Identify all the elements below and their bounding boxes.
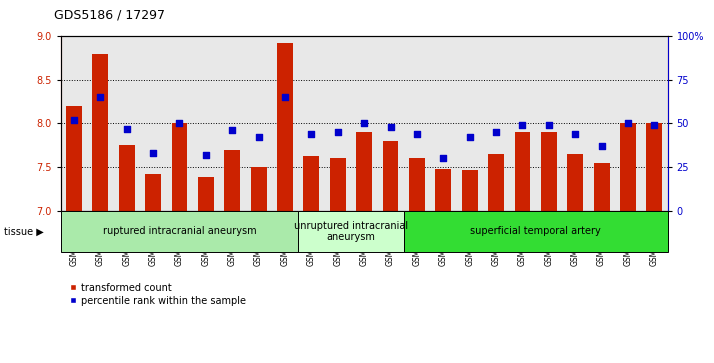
Text: unruptured intracranial
aneurysm: unruptured intracranial aneurysm <box>294 221 408 242</box>
Bar <box>330 158 346 211</box>
Bar <box>646 123 663 211</box>
Bar <box>541 132 557 211</box>
Point <box>94 94 106 100</box>
Text: ruptured intracranial aneurysm: ruptured intracranial aneurysm <box>103 227 256 236</box>
Bar <box>436 169 451 211</box>
Text: superficial temporal artery: superficial temporal artery <box>471 227 601 236</box>
Bar <box>594 163 610 211</box>
Point <box>279 94 291 100</box>
Legend: transformed count, percentile rank within the sample: transformed count, percentile rank withi… <box>66 279 250 310</box>
Bar <box>171 123 187 211</box>
Bar <box>620 123 636 211</box>
Point <box>570 131 581 137</box>
Text: GDS5186 / 17297: GDS5186 / 17297 <box>54 9 164 22</box>
Bar <box>277 43 293 211</box>
Point <box>385 124 396 130</box>
Bar <box>145 174 161 211</box>
Bar <box>462 171 478 211</box>
Bar <box>66 106 82 211</box>
Point <box>147 150 159 156</box>
Point <box>464 134 476 140</box>
Point <box>358 121 370 126</box>
Point <box>438 155 449 161</box>
Point <box>121 126 132 131</box>
Bar <box>198 178 213 211</box>
Bar <box>119 145 134 211</box>
Point <box>596 143 608 149</box>
Point <box>174 121 185 126</box>
Point <box>491 129 502 135</box>
Bar <box>356 132 372 211</box>
Point <box>517 122 528 128</box>
Point <box>623 121 634 126</box>
Point <box>68 117 79 123</box>
Point <box>332 129 343 135</box>
Bar <box>488 154 504 211</box>
Bar <box>568 154 583 211</box>
Bar <box>383 141 398 211</box>
Point <box>649 122 660 128</box>
Bar <box>515 132 531 211</box>
Text: tissue ▶: tissue ▶ <box>4 227 44 236</box>
Bar <box>251 167 266 211</box>
Bar <box>224 150 240 211</box>
Point <box>543 122 555 128</box>
Point <box>411 131 423 137</box>
Bar <box>92 54 109 211</box>
Bar <box>409 158 425 211</box>
Bar <box>303 156 319 211</box>
Point <box>306 131 317 137</box>
Point <box>200 152 211 158</box>
Point <box>253 134 264 140</box>
Point <box>226 127 238 133</box>
